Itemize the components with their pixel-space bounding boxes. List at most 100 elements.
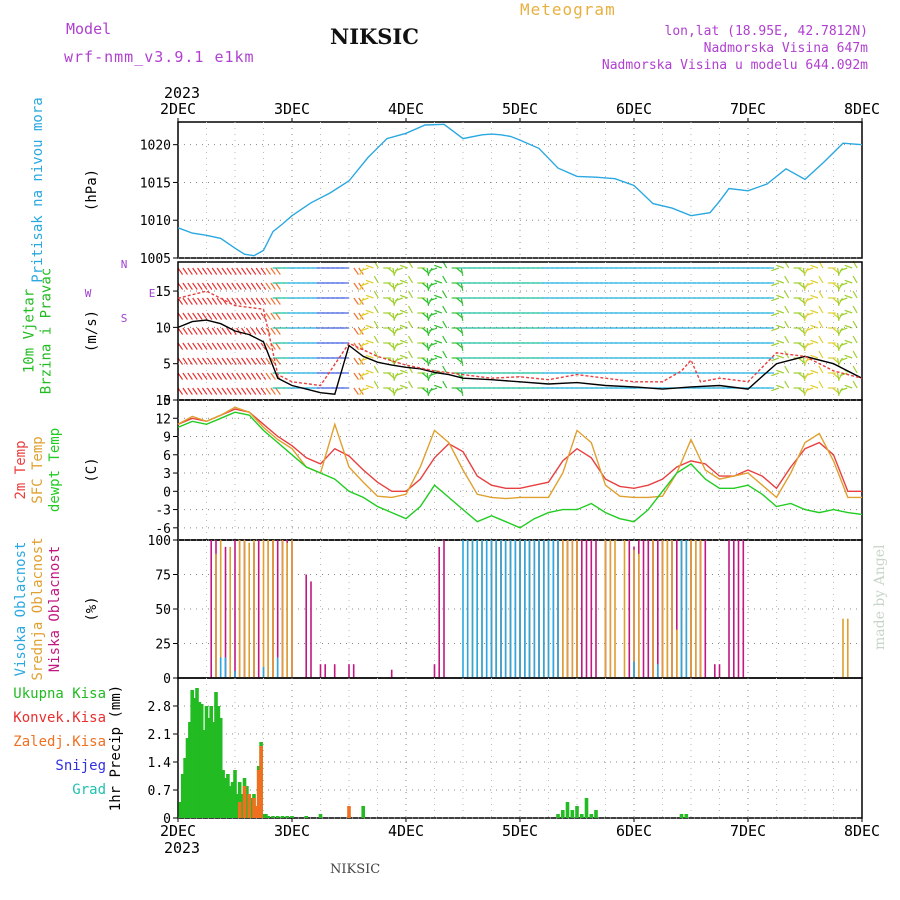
wind-arrow xyxy=(818,335,824,344)
wind-arrow xyxy=(216,372,223,380)
pressure-side-label: Pritisak na nivou mora xyxy=(30,97,46,282)
wind-arrow xyxy=(275,282,281,290)
cloud-bar xyxy=(737,540,740,678)
temperature-ytick-label: 9 xyxy=(163,431,171,446)
wind-arrow xyxy=(776,264,785,269)
wind-arrow xyxy=(776,294,785,299)
wind-arrow xyxy=(260,327,267,335)
wind-arrow xyxy=(255,312,262,320)
wind-arrow xyxy=(231,282,237,290)
wind-arrow xyxy=(393,267,399,276)
precipitation-bar xyxy=(228,786,232,818)
wind-arrow xyxy=(182,267,188,275)
wind-arrow xyxy=(353,312,359,320)
wind-arrow xyxy=(852,320,858,329)
precipitation-bar xyxy=(264,814,268,818)
wind-arrow xyxy=(771,387,780,392)
cloud-bar xyxy=(690,540,692,678)
wind-arrow xyxy=(197,357,203,365)
precipitation-ytick-label: 2.1 xyxy=(148,728,171,743)
wind-arrow xyxy=(192,372,198,380)
temperature-ytick-label: 0 xyxy=(163,485,171,500)
wind-arrow xyxy=(206,342,213,350)
wind-arrow xyxy=(216,282,223,290)
wind-arrow xyxy=(434,324,443,329)
temperature-series-2m-temp xyxy=(177,408,862,492)
wind-arrow xyxy=(353,387,359,395)
wind-arrow xyxy=(231,357,237,365)
wind-arrow xyxy=(818,350,824,359)
wind-arrow xyxy=(803,357,809,366)
wind-arrow xyxy=(221,357,228,365)
wind-arrow xyxy=(216,297,223,305)
wind-arrow xyxy=(201,297,208,305)
cloud-bar xyxy=(642,540,645,678)
wind-arrow xyxy=(206,282,213,290)
precipitation-bar xyxy=(589,814,594,818)
wind-arrow xyxy=(231,312,237,320)
wind-arrow xyxy=(241,267,247,275)
wind-arrow xyxy=(429,297,438,302)
wind-arrow xyxy=(810,369,819,374)
wind-side-label: 10m Vjetar xyxy=(22,289,38,373)
cloud-side-label: Niska Oblacnost xyxy=(47,546,63,672)
wind-arrow xyxy=(803,342,809,351)
wind-arrow xyxy=(260,357,267,365)
wind-arrow xyxy=(245,312,252,320)
wind-arrow xyxy=(837,282,843,291)
precipitation-bar xyxy=(207,718,211,818)
wind-arrow xyxy=(358,342,364,350)
wind-arrow xyxy=(226,372,232,380)
wind-arrow xyxy=(442,365,448,374)
wind-arrow xyxy=(216,312,223,320)
precipitation-bar xyxy=(230,782,235,818)
cloud-bar xyxy=(552,540,555,678)
wind-arrow xyxy=(192,327,198,335)
cloud-bar xyxy=(291,540,293,678)
wind-arrow xyxy=(784,380,790,389)
wind-arrow xyxy=(226,327,232,335)
wind-arrow xyxy=(427,327,433,336)
cloud-bar xyxy=(595,540,597,678)
wind-arrow xyxy=(177,282,184,290)
cloud-bar xyxy=(519,540,521,678)
wind-arrow xyxy=(771,342,780,347)
wind-arrow xyxy=(177,387,184,395)
cloud-bar xyxy=(324,664,326,678)
wind-arrow xyxy=(236,297,242,305)
cloud-bar xyxy=(224,546,227,678)
wind-arrow xyxy=(250,387,257,395)
wind-arrow xyxy=(776,369,785,374)
precipitation-bar xyxy=(211,722,216,818)
wind-arrow xyxy=(359,357,365,366)
temperature-ytick-label: 15 xyxy=(155,394,171,409)
wind-arrow xyxy=(359,312,365,321)
wind-arrow xyxy=(177,357,184,365)
cloud-bar xyxy=(633,661,635,678)
wind-arrow xyxy=(197,267,203,275)
wind-arrow xyxy=(393,297,399,306)
wind-ylabel: (m/s) xyxy=(84,310,100,352)
wind-arrow xyxy=(839,357,848,362)
wind-arrow xyxy=(852,275,858,284)
cloud-ylabel: (%) xyxy=(84,596,100,621)
cloud-bar xyxy=(485,540,488,678)
wind-arrow xyxy=(250,357,257,365)
wind-arrow xyxy=(177,297,184,305)
wind-arrow xyxy=(442,275,448,284)
wind-arrow xyxy=(839,267,848,272)
cloud-bar xyxy=(495,540,497,678)
wind-arrow xyxy=(177,312,184,320)
wind-arrow xyxy=(192,312,198,320)
wind-arrow xyxy=(226,312,232,320)
precipitation-bar xyxy=(271,816,275,818)
cloud-bar xyxy=(234,671,236,678)
wind-arrow xyxy=(192,282,198,290)
precipitation-bar xyxy=(178,802,183,818)
wind-arrow xyxy=(236,282,242,290)
wind-arrow xyxy=(177,342,184,350)
wind-arrow xyxy=(399,264,408,269)
cloud-bar xyxy=(509,540,512,678)
cloud-bar xyxy=(657,540,659,678)
cloud-bar xyxy=(633,549,635,678)
